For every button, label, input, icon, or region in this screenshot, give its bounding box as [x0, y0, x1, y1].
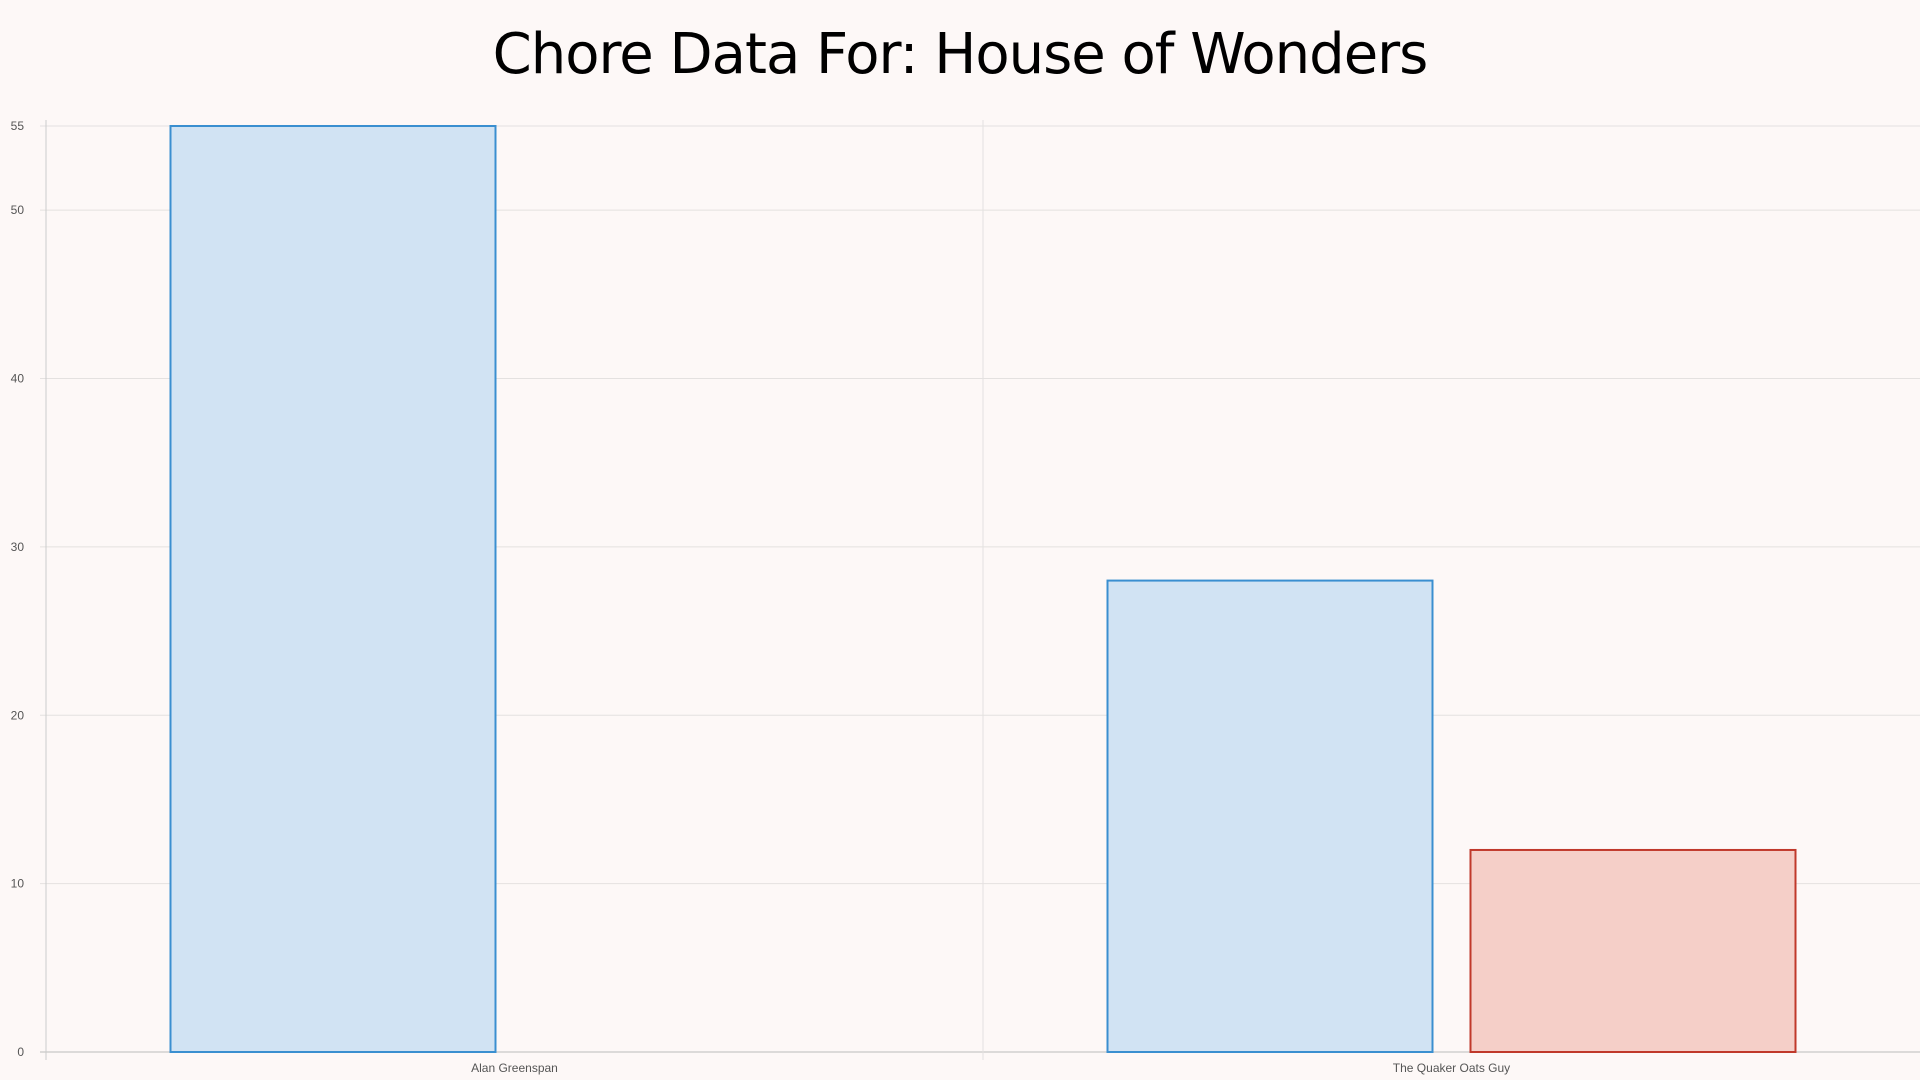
bar [169, 125, 497, 1053]
x-tick-label: Alan Greenspan [471, 1061, 558, 1075]
chart-title: Chore Data For: House of Wonders [492, 22, 1429, 87]
y-tick-label: 40 [11, 372, 25, 386]
y-tick-label: 10 [11, 877, 25, 891]
y-tick-label: 55 [11, 119, 25, 133]
y-tick-label: 0 [17, 1045, 24, 1059]
x-tick-label: The Quaker Oats Guy [1393, 1061, 1510, 1075]
y-tick-label: 30 [11, 540, 25, 554]
y-tick-label: 50 [11, 203, 25, 217]
bar [1469, 848, 1797, 1053]
y-tick-label: 20 [11, 708, 25, 722]
bar [1106, 579, 1434, 1054]
